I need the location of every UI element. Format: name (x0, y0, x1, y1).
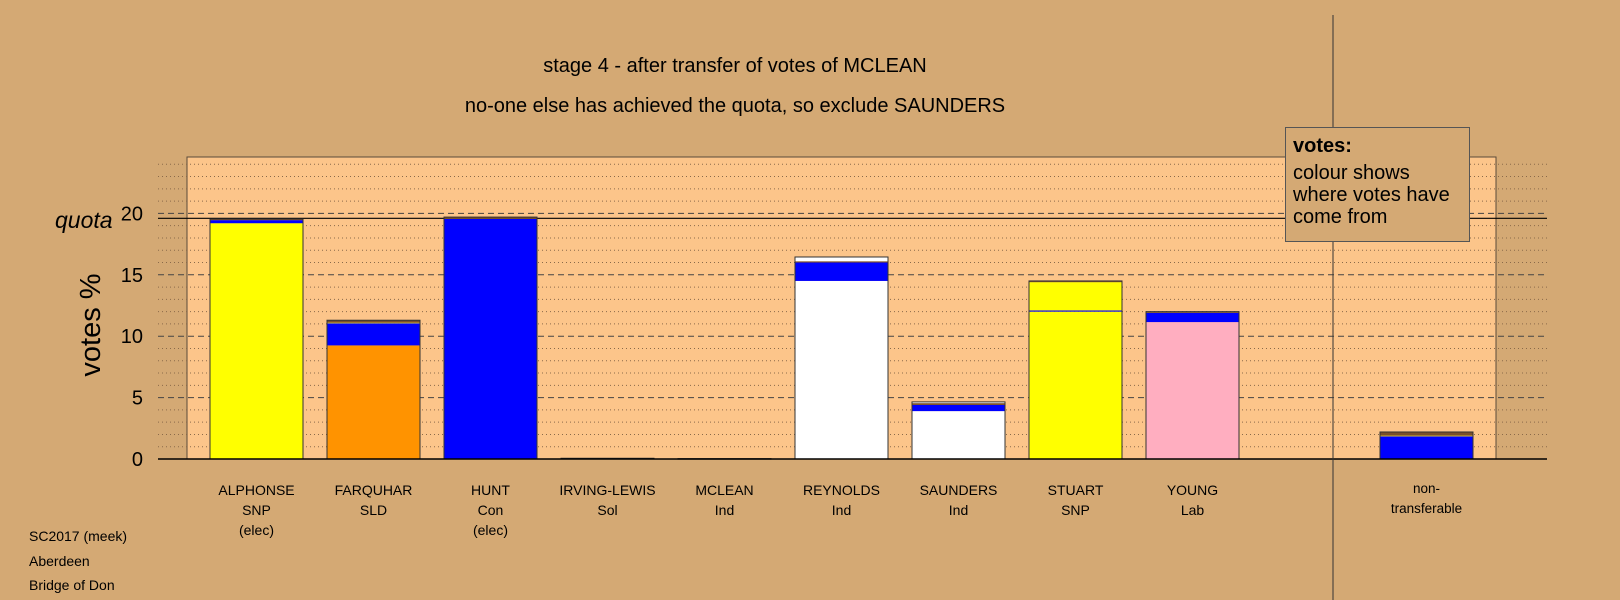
category-name-label: STUART (1048, 482, 1104, 498)
bar-segment (210, 218, 303, 221)
legend-body: colour shows where votes have come from (1293, 162, 1450, 228)
category-party-label: SLD (360, 502, 387, 518)
bar-segment (1380, 436, 1473, 459)
y-tick-label: 0 (132, 449, 143, 471)
bar-segment (795, 256, 888, 262)
bar-segment (327, 320, 420, 323)
footer-line-1: SC2017 (meek) (29, 528, 128, 544)
bar-segment (1029, 310, 1122, 312)
category-party-label: Con (478, 502, 504, 518)
category-status-label: (elec) (473, 522, 508, 538)
y-tick-label: 10 (121, 326, 143, 348)
bar-segment (444, 218, 537, 459)
footer-line-3: Bridge of Don (29, 577, 115, 593)
category-party-label: Lab (1181, 502, 1205, 518)
bar-segment (210, 220, 303, 224)
bar-segment (912, 411, 1005, 459)
bar-segment (912, 401, 1005, 404)
bar-segment (795, 280, 888, 459)
bar-segment (1029, 311, 1122, 459)
bar-segment (1146, 311, 1239, 313)
bar-2 (326, 319, 421, 460)
footer-line-2: Aberdeen (29, 552, 90, 569)
bar-10 (1379, 431, 1474, 460)
y-tick-label: 5 (132, 388, 143, 410)
bar-6 (794, 256, 889, 460)
bar-segment (912, 403, 1005, 405)
bar-segment (1146, 322, 1239, 459)
category-name-label: ALPHONSE (218, 482, 294, 498)
bar-segment (210, 223, 303, 459)
bar-3 (443, 216, 538, 460)
category-party-label: Sol (597, 502, 617, 518)
category-name-label: IRVING-LEWIS (559, 482, 655, 498)
bar-8 (1028, 280, 1123, 460)
y-tick-labels: 0 5 10 15 20 (121, 203, 143, 471)
category-name-label: SAUNDERS (920, 482, 998, 498)
bar-segment (444, 217, 537, 219)
x-tick-labels: ALPHONSE SNP (elec) FARQUHAR SLD HUNT Con (elec… (218, 481, 1462, 538)
category-name-label: non- (1413, 481, 1440, 496)
category-name-label: MCLEAN (695, 482, 753, 498)
bar-segment (1380, 435, 1473, 437)
bar-segment (1146, 312, 1239, 323)
bar-segment (1029, 280, 1122, 283)
quota-label: quota (55, 207, 113, 233)
bar-1 (209, 218, 304, 460)
bar-segment (1380, 431, 1473, 436)
legend-box: votes: colour shows where votes have com… (1285, 127, 1470, 242)
bar-segment (327, 323, 420, 346)
bars (209, 216, 1474, 460)
category-status-label: (elec) (239, 522, 274, 538)
category-party-label: SNP (242, 502, 271, 518)
category-party-label: transferable (1391, 501, 1462, 516)
bar-7 (911, 401, 1006, 460)
chart-subtitle: no-one else has achieved the quota, so e… (465, 95, 1005, 117)
category-name-label: FARQUHAR (335, 482, 413, 498)
category-party-label: SNP (1061, 502, 1090, 518)
bar-segment (327, 322, 420, 324)
bar-9 (1145, 311, 1240, 460)
category-name-label: REYNOLDS (803, 482, 880, 498)
bar-segment (327, 345, 420, 459)
category-name-label: YOUNG (1167, 482, 1218, 498)
bar-segment (1029, 282, 1122, 311)
footer-info: SC2017 (meek) Aberdeen Bridge of Don (29, 524, 127, 598)
category-name-label: HUNT (471, 482, 510, 498)
category-party-label: Ind (832, 502, 851, 518)
chart-title: stage 4 - after transfer of votes of MCL… (543, 55, 927, 77)
legend-heading: votes: (1293, 135, 1352, 157)
bar-segment (912, 404, 1005, 412)
y-tick-label: 15 (121, 265, 143, 287)
bar-segment (795, 261, 888, 263)
bar-segment (795, 262, 888, 281)
y-axis-label: votes % (75, 273, 107, 376)
category-party-label: Ind (949, 502, 968, 518)
category-party-label: Ind (715, 502, 734, 518)
y-tick-label: 20 (121, 203, 143, 225)
